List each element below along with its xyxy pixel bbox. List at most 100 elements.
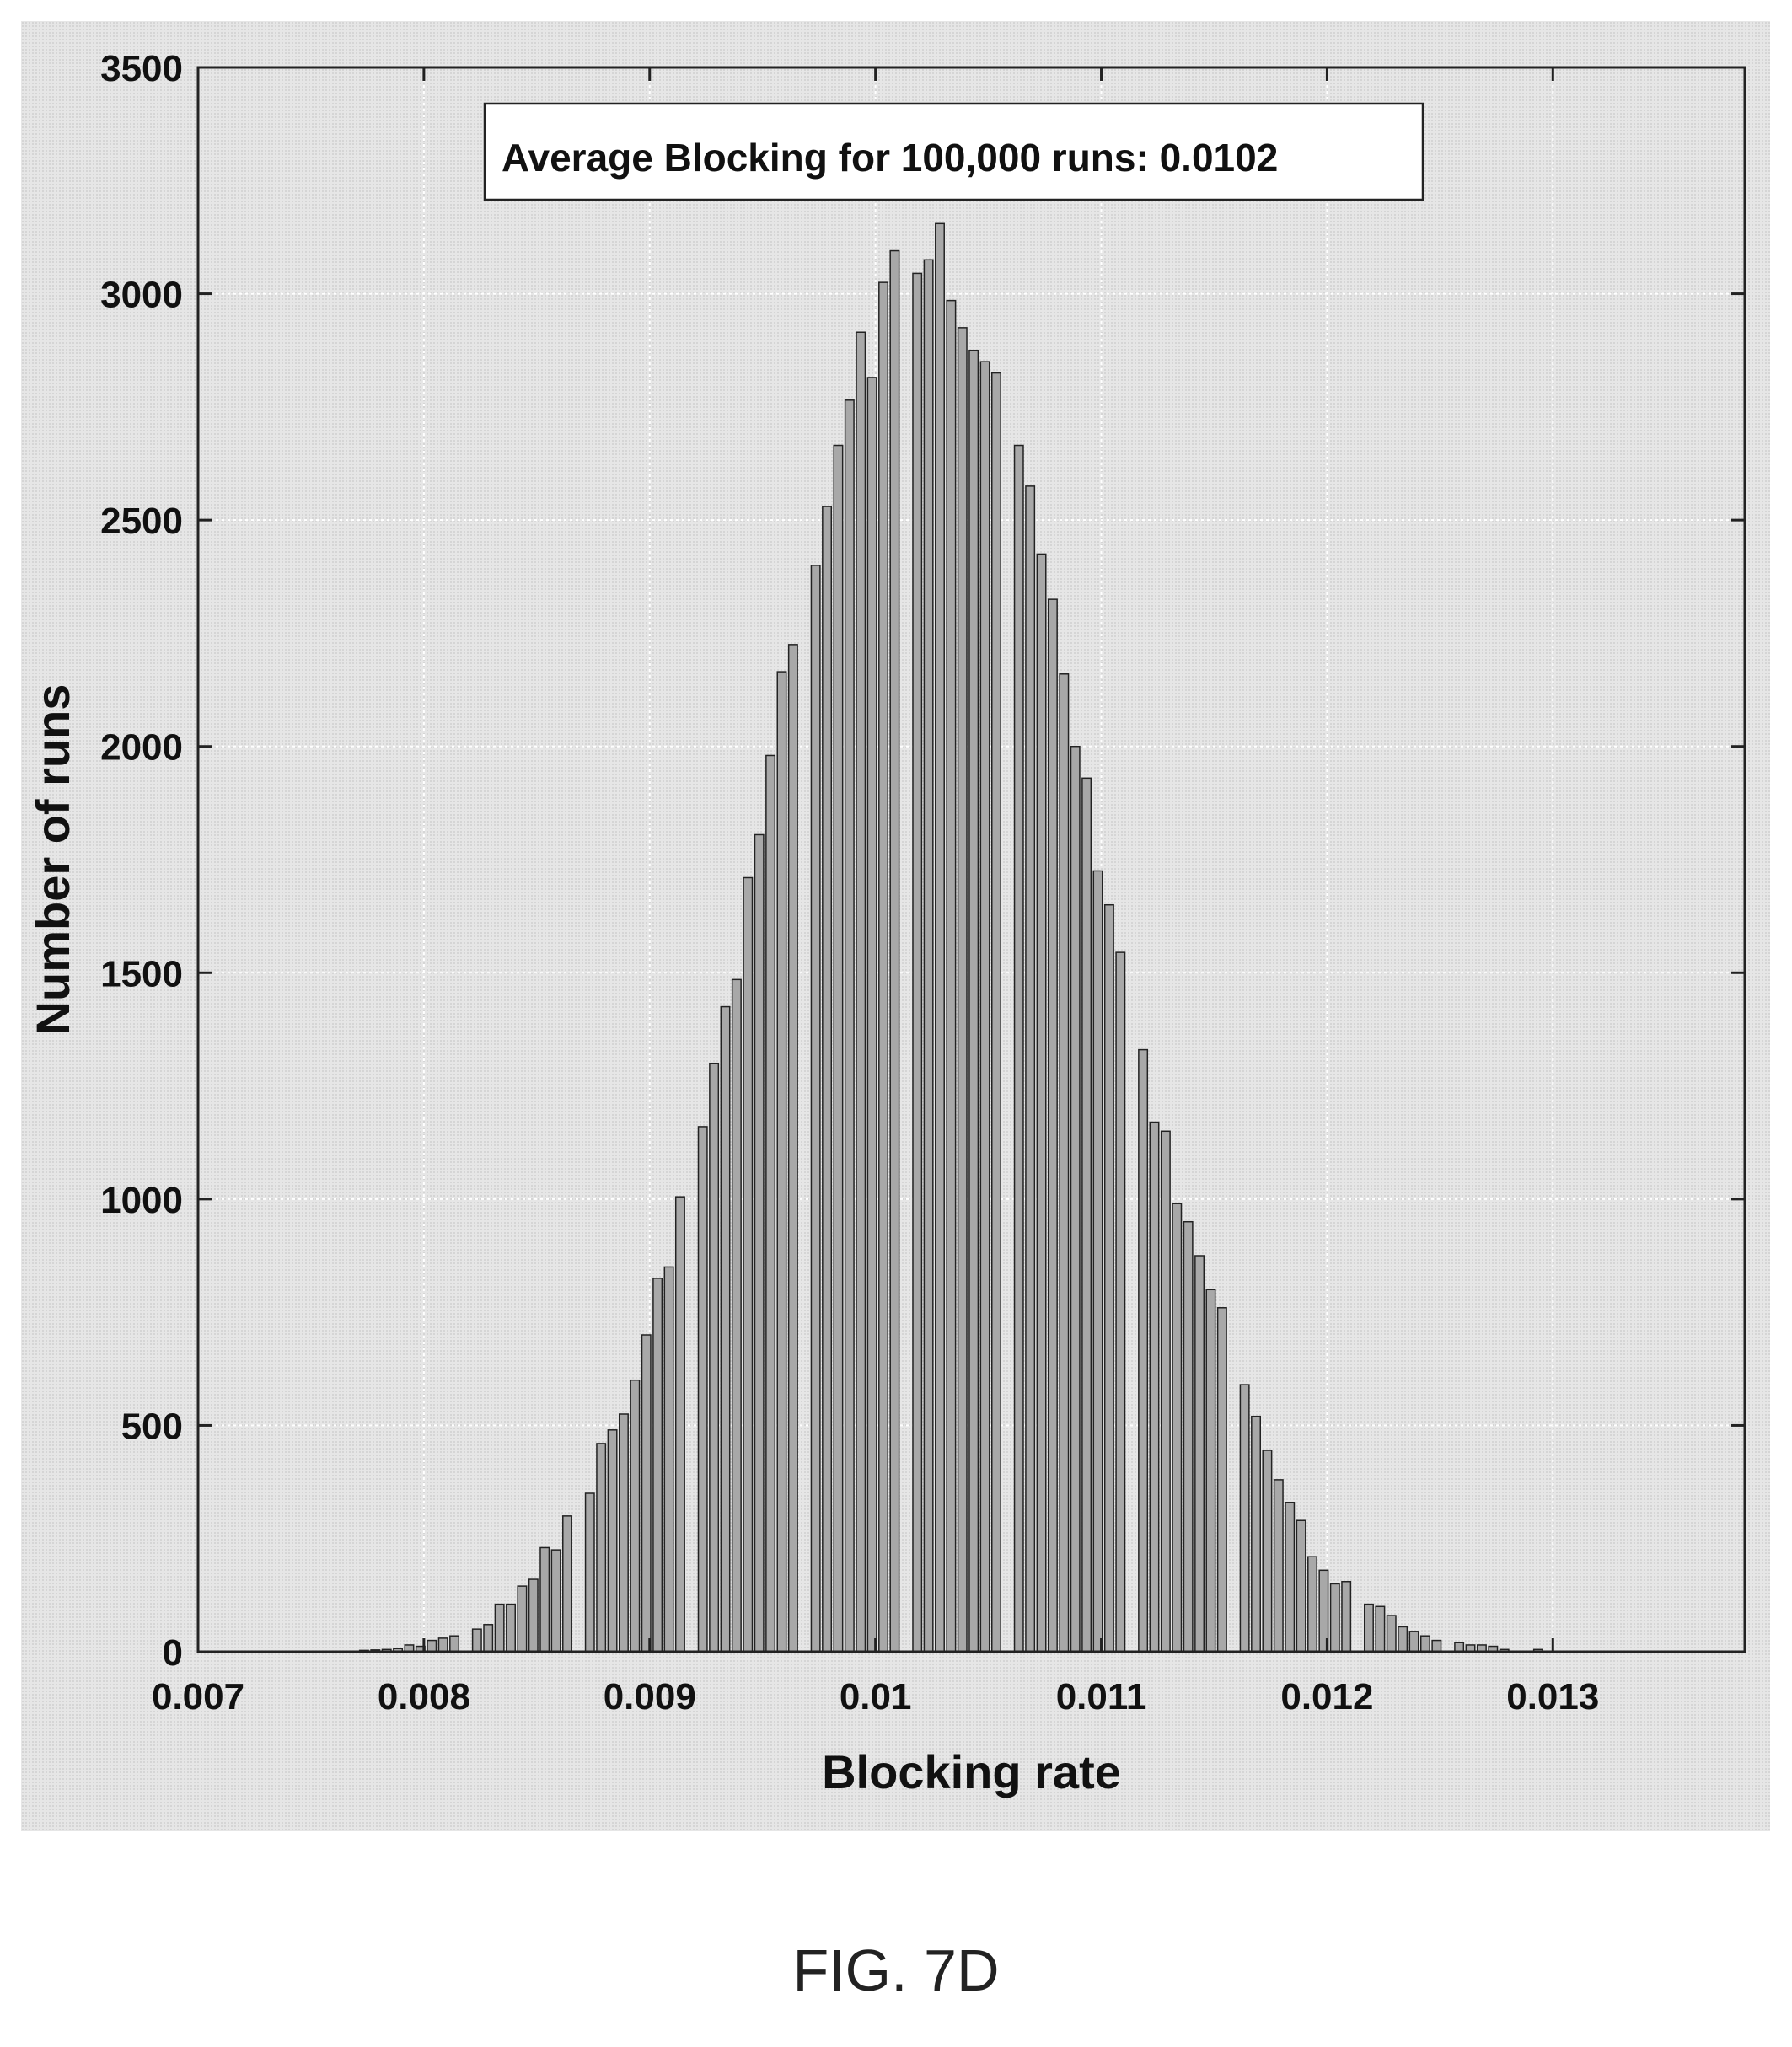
histogram-bar [935, 222, 945, 1653]
x-tick-label: 0.007 [152, 1676, 244, 1717]
histogram-bar [889, 249, 900, 1653]
histogram-bar [528, 1578, 539, 1653]
histogram-bars [358, 222, 1543, 1653]
histogram-bar [1172, 1203, 1183, 1653]
histogram-bar [437, 1637, 448, 1653]
histogram-bar [1364, 1603, 1374, 1653]
histogram-bar [743, 876, 754, 1653]
histogram-bar [550, 1549, 561, 1653]
histogram-bar [618, 1413, 629, 1653]
histogram-bar [427, 1639, 437, 1653]
histogram-bar [1103, 903, 1114, 1653]
x-tick-label: 0.008 [378, 1676, 470, 1717]
histogram-bar [720, 1005, 731, 1653]
x-tick-label: 0.009 [604, 1676, 696, 1717]
histogram-bar [1194, 1255, 1205, 1653]
y-tick-label: 2500 [100, 501, 183, 542]
x-tick-label: 0.01 [840, 1676, 912, 1717]
histogram-bar [1081, 777, 1092, 1653]
histogram-bar [1454, 1642, 1465, 1653]
histogram-bar [517, 1585, 528, 1653]
histogram-bar [866, 377, 877, 1653]
histogram-bar [607, 1429, 618, 1653]
y-tick-label: 2000 [100, 727, 183, 769]
y-tick-label: 0 [163, 1632, 183, 1674]
histogram-bar [754, 833, 765, 1653]
histogram-bar [810, 565, 821, 1653]
y-tick-label: 3000 [100, 275, 183, 316]
histogram-bar [1160, 1130, 1171, 1653]
histogram-bar [731, 978, 742, 1653]
plot-area-frame [196, 66, 1746, 1653]
histogram-bar [596, 1443, 607, 1653]
histogram-bar [1149, 1121, 1160, 1653]
legend-annotation-text: Average Blocking for 100,000 runs: 0.010… [502, 136, 1278, 180]
histogram-bar [641, 1334, 652, 1653]
histogram-bar [709, 1062, 720, 1653]
histogram-bar [856, 331, 866, 1653]
y-tick-label: 1000 [100, 1180, 183, 1221]
x-axis-label: Blocking rate [822, 1745, 1121, 1798]
histogram-bar [1273, 1479, 1284, 1653]
histogram-bar [1307, 1556, 1317, 1653]
histogram-bar [822, 506, 833, 1653]
histogram-bar [1386, 1615, 1397, 1653]
histogram-bar [1262, 1450, 1273, 1653]
y-tick-label: 1500 [100, 953, 183, 994]
histogram-bar [1285, 1501, 1296, 1653]
y-axis-label: Number of runs [26, 684, 79, 1036]
histogram-bar [765, 754, 776, 1653]
x-tick-label: 0.011 [1056, 1676, 1147, 1717]
x-tick-label: 0.013 [1506, 1676, 1599, 1717]
histogram-bar [483, 1624, 494, 1653]
axis-ticks: 0.007 0.008 0.009 0.01 0.011 0.012 0.013 0 500 10… [100, 48, 1745, 1717]
histogram-bar [1025, 485, 1036, 1653]
histogram-bar [1408, 1631, 1419, 1653]
histogram-bar [630, 1379, 641, 1653]
histogram-bar [990, 372, 1001, 1653]
histogram-bar [1036, 553, 1047, 1653]
histogram-bar [584, 1492, 595, 1653]
histogram-bar [1115, 951, 1126, 1653]
histogram-bar [1296, 1519, 1306, 1653]
histogram-bar [1183, 1220, 1194, 1653]
histogram-bar [449, 1635, 460, 1653]
histogram-bar [506, 1603, 516, 1653]
x-tick-label: 0.012 [1280, 1676, 1373, 1717]
histogram-bar [1013, 444, 1024, 1653]
figure-caption: FIG. 7D [792, 1937, 1000, 2003]
histogram-bar [776, 671, 787, 1653]
histogram-bar [1205, 1289, 1216, 1653]
histogram-bar [1216, 1307, 1227, 1653]
histogram-bar [562, 1515, 572, 1653]
y-tick-label: 3500 [100, 48, 183, 89]
histogram-bar [1092, 870, 1103, 1653]
histogram-bar [674, 1196, 685, 1653]
histogram-bar [1431, 1639, 1442, 1653]
histogram-bar [1059, 673, 1070, 1653]
histogram-bar [539, 1546, 550, 1653]
histogram-bar [1375, 1605, 1386, 1653]
legend-box: Average Blocking for 100,000 runs: 0.010… [483, 102, 1424, 201]
histogram-bar [968, 349, 979, 1653]
histogram-bar [1239, 1384, 1250, 1653]
histogram-bar [1419, 1635, 1430, 1653]
histogram-bar [1341, 1580, 1352, 1653]
histogram-bar [957, 327, 968, 1653]
histogram-bar [787, 644, 798, 1653]
histogram-bar [652, 1278, 663, 1653]
histogram-bar [946, 299, 957, 1653]
histogram-bar [923, 259, 934, 1653]
histogram-bar [878, 281, 888, 1653]
histogram-bar [471, 1628, 482, 1653]
histogram-bar [697, 1126, 708, 1653]
histogram-bar [912, 272, 923, 1653]
histogram-bar [1138, 1048, 1149, 1653]
histogram-bar [833, 444, 844, 1653]
y-tick-label: 500 [121, 1406, 183, 1447]
histogram-bar [1329, 1583, 1340, 1653]
histogram-bar [1047, 598, 1058, 1653]
histogram-bar [979, 361, 990, 1653]
histogram-bar [494, 1603, 505, 1653]
